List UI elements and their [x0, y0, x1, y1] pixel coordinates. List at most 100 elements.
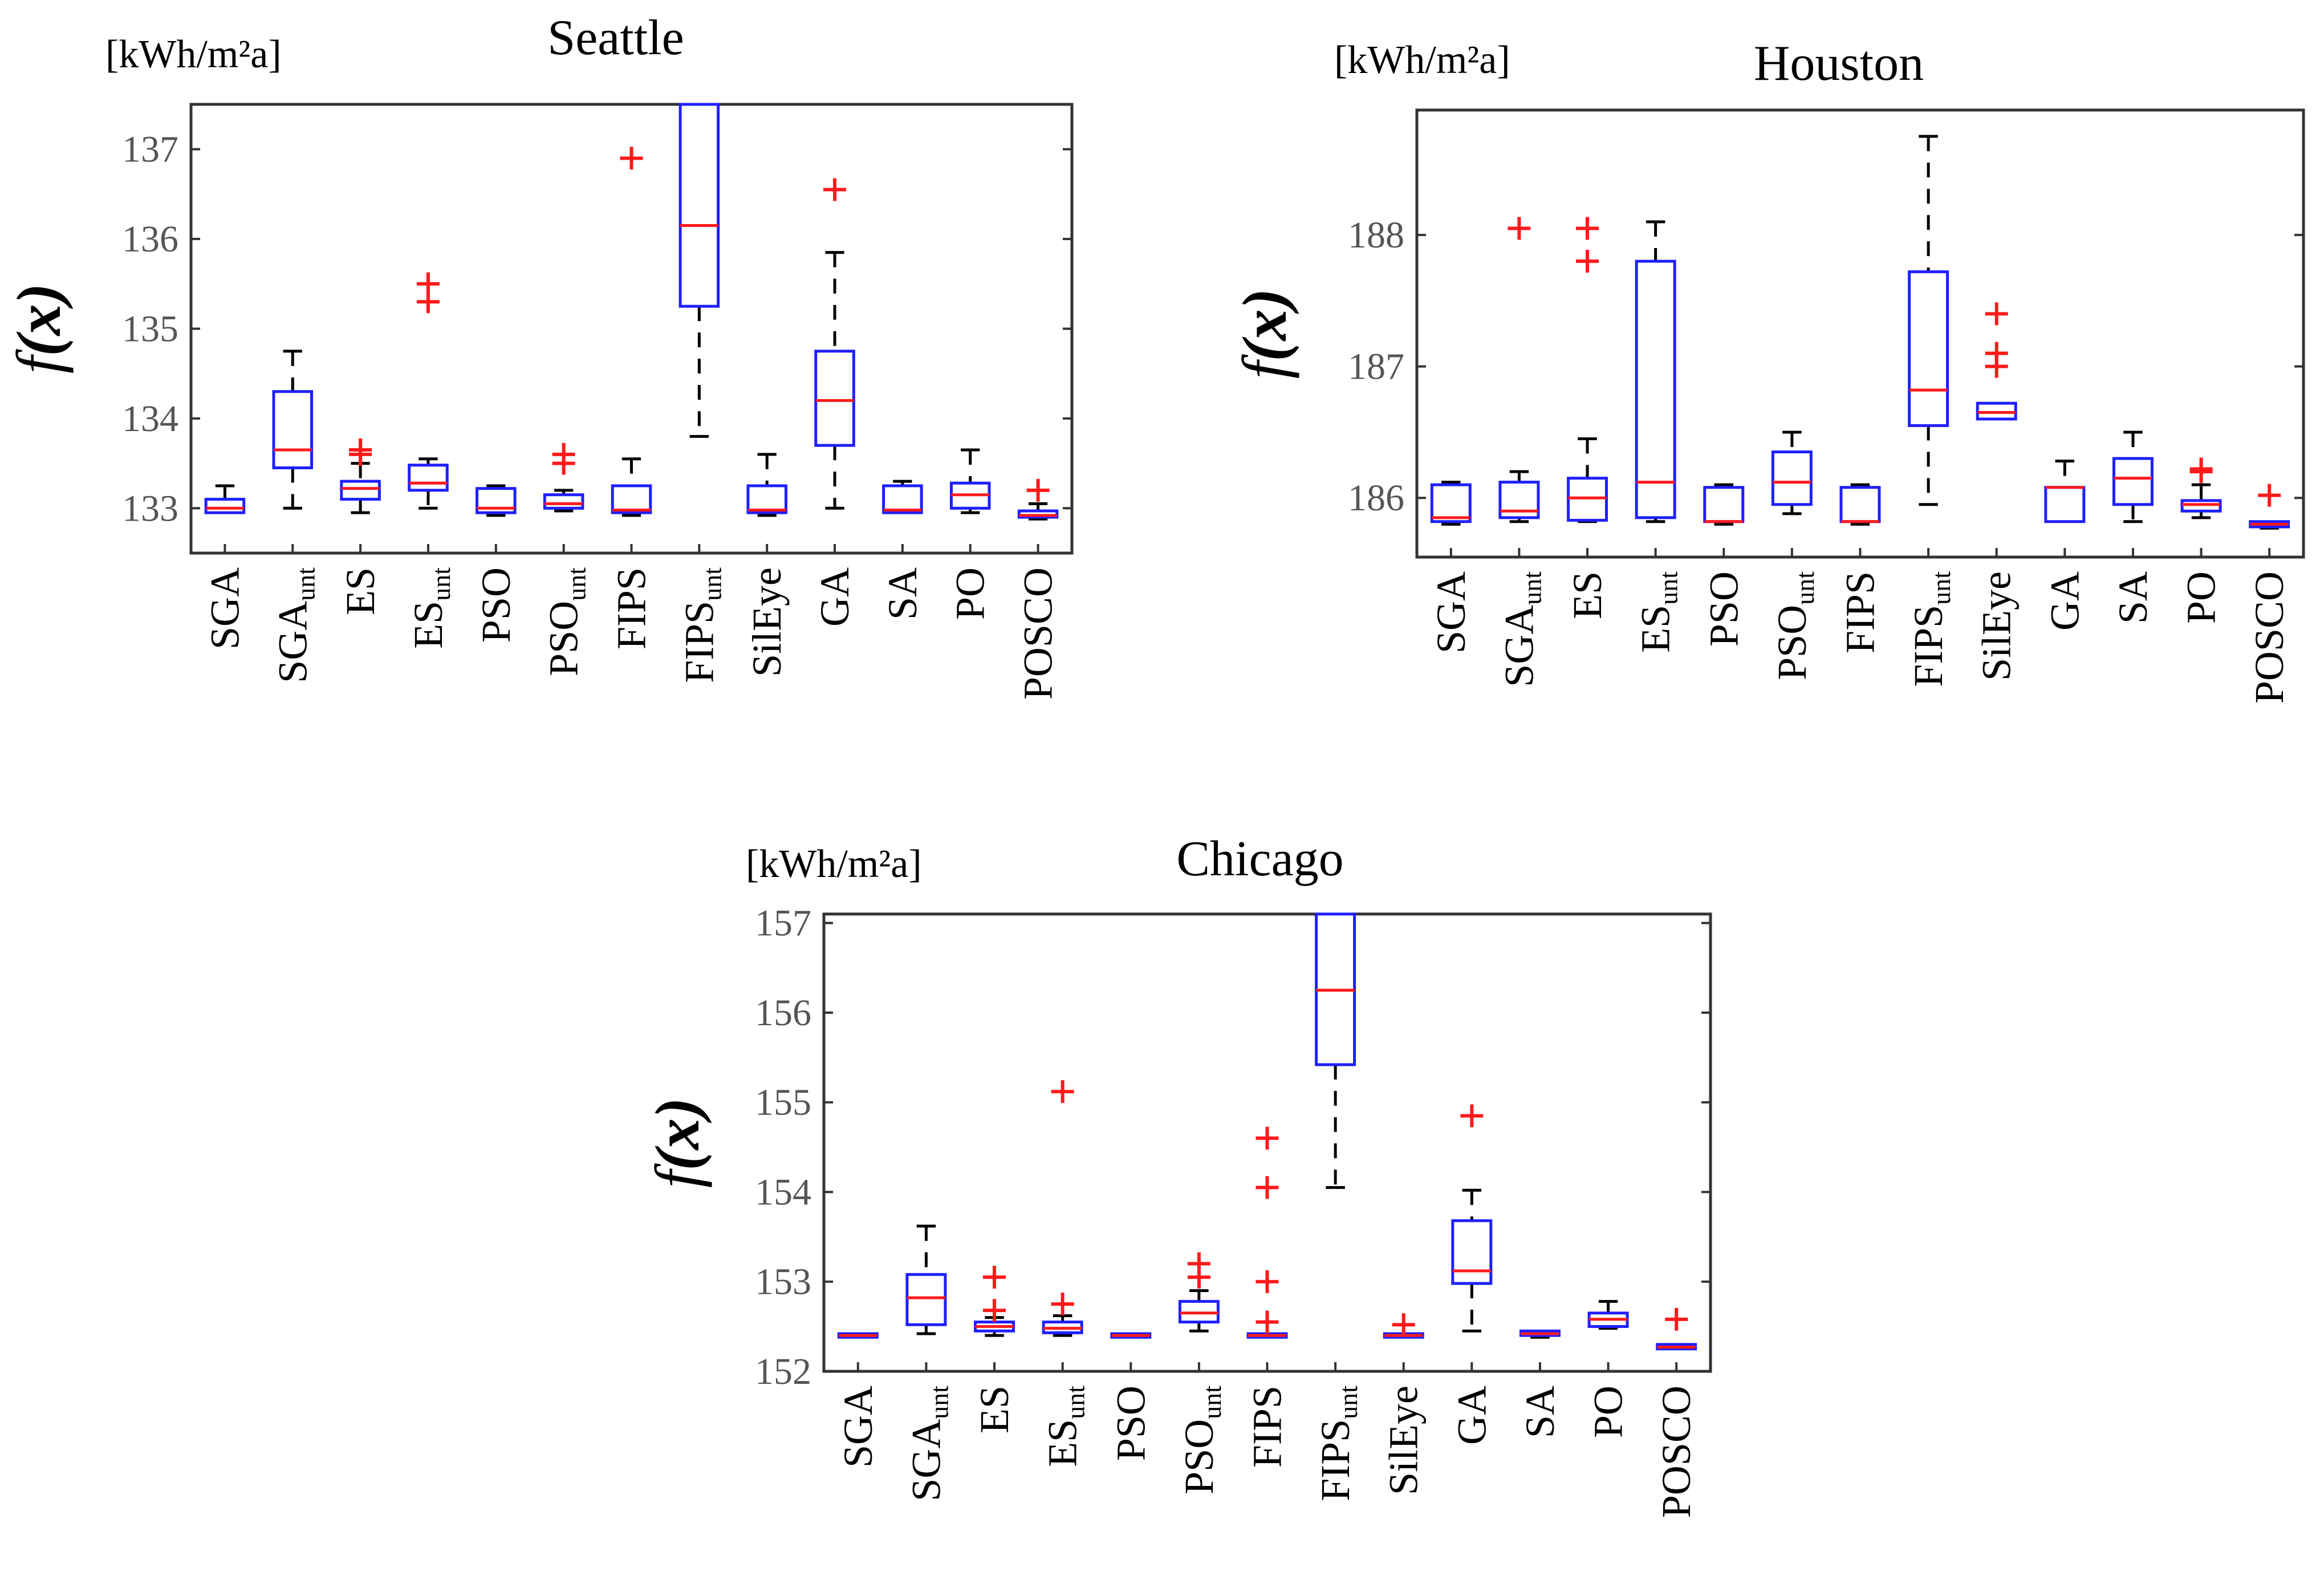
- category-label-subscript: unt: [1790, 571, 1819, 605]
- box-iqr: [1635, 259, 1676, 519]
- box-posco: [2249, 484, 2290, 530]
- category-label-main: PSO: [473, 567, 519, 643]
- box-iqr: [1839, 486, 1881, 523]
- category-label: SGAunt: [270, 567, 320, 683]
- category-label: SilEye: [1381, 1386, 1427, 1495]
- box-sileye: [746, 453, 787, 517]
- outlier-marker: [1508, 217, 1531, 240]
- category-label-main: PSO: [1769, 605, 1815, 680]
- category-label-main: SGA: [903, 1419, 949, 1501]
- category-label: PSOunt: [1769, 571, 1819, 680]
- category-label-subscript: unt: [426, 567, 456, 601]
- category-label-main: POSCO: [1015, 567, 1061, 700]
- category-label-main: ES: [1040, 1419, 1086, 1467]
- box-ga: [814, 178, 855, 510]
- box-iqr: [408, 464, 449, 492]
- category-label: PO: [2179, 571, 2224, 624]
- category-label-subscript: unt: [1197, 1386, 1226, 1419]
- outlier-marker: [983, 1299, 1006, 1322]
- outlier-marker: [1985, 302, 2008, 326]
- category-label: FIPSunt: [676, 567, 726, 683]
- category-label-main: SA: [2110, 571, 2156, 624]
- box-sga: [837, 1332, 879, 1339]
- box-es-unt: [1042, 1080, 1083, 1337]
- outlier-marker: [1256, 1270, 1279, 1293]
- box-iqr: [1703, 486, 1745, 523]
- category-label-main: FIPS: [609, 567, 655, 649]
- chart-title: Houston: [1754, 36, 1924, 91]
- category-label: SGA: [835, 1386, 881, 1468]
- category-label: PO: [948, 567, 993, 620]
- category-label-subscript: unt: [291, 567, 320, 601]
- category-label: PSOunt: [541, 567, 591, 676]
- outlier-marker: [1256, 1310, 1279, 1334]
- category-label: FIPSunt: [1313, 1386, 1363, 1501]
- y-tick-label: 135: [122, 308, 178, 350]
- box-pso-unt: [1771, 431, 1813, 515]
- category-label-subscript: unt: [562, 567, 591, 601]
- box-sa: [1519, 1329, 1561, 1339]
- category-label-main: ES: [1633, 605, 1679, 653]
- category-label-subscript: unt: [1334, 1386, 1363, 1419]
- category-label: ES: [338, 567, 383, 615]
- y-tick-label: 137: [122, 129, 178, 170]
- box-iqr: [1908, 270, 1949, 427]
- y-tick-label: 133: [122, 488, 178, 529]
- category-label: ESunt: [1633, 571, 1683, 653]
- outlier-marker: [349, 438, 372, 461]
- outlier-marker: [1665, 1307, 1688, 1331]
- category-label-subscript: unt: [697, 567, 726, 601]
- box-pso-unt: [1178, 1252, 1220, 1333]
- y-tick-label: 156: [755, 992, 811, 1034]
- category-label-main: GA: [2042, 571, 2087, 631]
- category-label: PSO: [1108, 1386, 1153, 1461]
- outlier-marker: [1026, 478, 1050, 502]
- box-pso-unt: [543, 442, 584, 513]
- box-es: [974, 1265, 1015, 1337]
- category-label-subscript: unt: [924, 1386, 953, 1419]
- category-label-main: ES: [1565, 571, 1610, 619]
- category-label: POSCO: [1015, 567, 1061, 700]
- category-label-main: SGA: [202, 567, 247, 649]
- y-axis-label: f(x): [643, 1098, 712, 1188]
- box-es: [1567, 217, 1608, 523]
- category-label: PSO: [473, 567, 519, 643]
- category-label: SA: [1517, 1386, 1563, 1438]
- box-ga: [2044, 460, 2086, 523]
- y-axis-label: f(x): [4, 283, 74, 374]
- category-label: GA: [812, 567, 858, 627]
- category-label-subscript: unt: [1061, 1386, 1090, 1419]
- box-sga: [204, 484, 246, 514]
- box-fips-unt: [1315, 912, 1356, 1189]
- category-label: SilEye: [744, 567, 790, 677]
- box-iqr: [2044, 486, 2086, 523]
- y-tick-label: 134: [122, 398, 178, 440]
- y-tick-label: 155: [755, 1082, 811, 1123]
- category-label: SA: [880, 567, 925, 620]
- category-label: SGA: [202, 567, 247, 649]
- box-fips: [1246, 1127, 1288, 1339]
- box-pso: [1110, 1332, 1152, 1339]
- y-axis-label-argument: (x): [643, 1098, 712, 1171]
- category-label: PSOunt: [1176, 1386, 1226, 1494]
- box-po: [2180, 457, 2222, 519]
- outlier-marker: [1051, 1080, 1074, 1103]
- category-label-main: FIPS: [1905, 605, 1951, 687]
- box-iqr: [678, 103, 720, 308]
- category-label-main: FIPS: [676, 601, 722, 683]
- category-label: SGAunt: [903, 1386, 953, 1501]
- box-ga: [1451, 1104, 1493, 1333]
- category-label: FIPS: [1838, 571, 1883, 653]
- box-sga-unt: [1498, 217, 1540, 523]
- category-label: PSO: [1701, 571, 1746, 647]
- category-label-main: SGA: [1496, 605, 1542, 687]
- unit-label: [kWh/m²a]: [1334, 38, 1510, 82]
- outlier-marker: [823, 178, 847, 201]
- y-tick-label: 157: [755, 903, 811, 944]
- y-tick-label: 152: [755, 1351, 811, 1392]
- category-label: SGAunt: [1496, 571, 1546, 687]
- category-label-main: SGA: [270, 601, 315, 683]
- category-label-main: PO: [1586, 1386, 1631, 1438]
